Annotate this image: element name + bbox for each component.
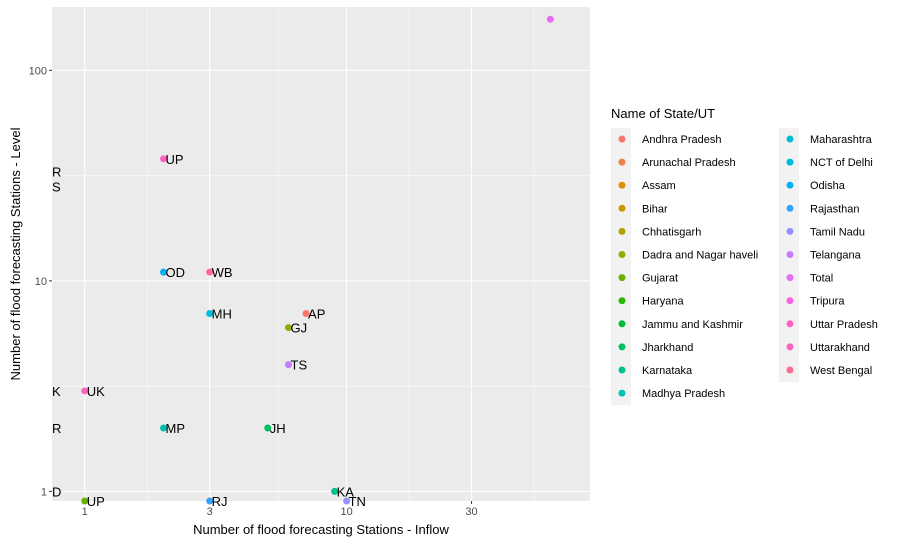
axis-ticks: 1 3 10 30 1 10 100 (29, 65, 478, 518)
legend-key (618, 251, 626, 258)
legend-label: Rajasthan (810, 203, 860, 215)
data-point-label: UP (87, 494, 105, 509)
legend-label: Tripura (810, 296, 845, 308)
legend-label: Dadra and Nagar haveli (642, 250, 758, 262)
legend-key (618, 366, 626, 374)
legend-label: Uttarakhand (810, 342, 870, 354)
legend-label: Arunachal Pradesh (642, 157, 736, 169)
y-axis-title: Number of flood forecasting Stations - L… (8, 127, 23, 380)
data-point (285, 324, 293, 332)
data-point-label: UK (87, 384, 105, 399)
legend-label: Madhya Pradesh (642, 388, 725, 400)
legend-key (618, 297, 626, 305)
legend-key (786, 251, 794, 258)
y-tick-label: 1 (41, 486, 47, 498)
legend-key (786, 297, 794, 305)
legend-key (786, 366, 794, 374)
data-point-label: TS (291, 358, 308, 373)
data-point (331, 487, 339, 495)
legend-key-background (611, 128, 631, 406)
data-point-label: RJ (212, 494, 228, 509)
y-tick-label: 10 (35, 276, 47, 288)
legend-label: Total (810, 273, 833, 285)
edge-point-label: R (52, 421, 61, 436)
x-tick-label: 1 (82, 506, 88, 518)
legend-label: Jammu and Kashmir (642, 319, 743, 331)
legend-key (618, 181, 626, 189)
legend-label: Maharashtra (810, 134, 873, 146)
legend: Name of State/UT Andhra Pradesh Arunachal… (611, 106, 878, 406)
edge-point-label: R (52, 165, 61, 180)
data-point (81, 387, 89, 395)
legend-label: Telangana (810, 250, 862, 262)
legend-label: Chhatisgarh (642, 226, 701, 238)
edge-point-label: K (52, 384, 61, 399)
x-tick-label: 3 (207, 506, 213, 518)
data-point (343, 497, 351, 505)
legend-label: Karnataka (642, 365, 693, 377)
legend-key (618, 343, 626, 351)
plot-panel (52, 7, 590, 501)
data-point (160, 155, 168, 163)
edge-point-label: D (52, 484, 61, 499)
data-point-label: KA (337, 484, 355, 499)
legend-label: Odisha (810, 180, 846, 192)
legend-label: Bihar (642, 203, 668, 215)
legend-label: Jharkhand (642, 342, 693, 354)
data-point (160, 268, 168, 276)
legend-key (618, 135, 626, 143)
x-axis-title: Number of flood forecasting Stations - I… (193, 522, 449, 537)
data-point (160, 424, 168, 432)
legend-key (618, 204, 626, 212)
data-point (81, 497, 89, 505)
grid-major (52, 7, 590, 501)
data-point-label: TN (349, 494, 366, 509)
legend-key (618, 320, 626, 328)
data-point-label: MP (166, 421, 186, 436)
data-point-label: JH (270, 421, 286, 436)
legend-key (786, 227, 794, 235)
legend-key (618, 389, 626, 397)
grid-minor (52, 7, 590, 501)
data-point (546, 15, 554, 23)
legend-title: Name of State/UT (611, 106, 715, 121)
data-point-label: WB (212, 265, 233, 280)
data-point (285, 361, 293, 369)
data-point (206, 309, 214, 317)
legend-label: Uttar Pradesh (810, 319, 878, 331)
data-point (302, 309, 310, 317)
data-point-label: MH (212, 306, 232, 321)
edge-point-label: S (52, 180, 61, 195)
data-point (206, 268, 214, 276)
legend-label: Gujarat (642, 273, 678, 285)
legend-key (786, 135, 794, 143)
legend-label: Haryana (642, 296, 684, 308)
legend-label: Andhra Pradesh (642, 134, 722, 146)
legend-key (786, 181, 794, 189)
data-point-label: OD (166, 265, 186, 280)
x-tick-label: 30 (465, 506, 477, 518)
legend-key (618, 227, 626, 235)
legend-key (786, 158, 794, 166)
legend-key (786, 320, 794, 328)
legend-key (786, 343, 794, 351)
data-point-label: UP (166, 152, 184, 167)
legend-label: Assam (642, 180, 676, 192)
data-point-label: AP (308, 306, 325, 321)
data-point (206, 497, 214, 505)
legend-key (618, 158, 626, 166)
legend-label: West Bengal (810, 365, 872, 377)
x-tick-label: 10 (340, 506, 352, 518)
legend-label: NCT of Delhi (810, 157, 873, 169)
legend-key (786, 274, 794, 282)
legend-label: Tamil Nadu (810, 226, 865, 238)
data-point-label: GJ (291, 321, 308, 336)
legend-key (618, 274, 626, 282)
y-tick-label: 100 (29, 65, 47, 77)
data-point (264, 424, 272, 432)
legend-key (786, 204, 794, 212)
